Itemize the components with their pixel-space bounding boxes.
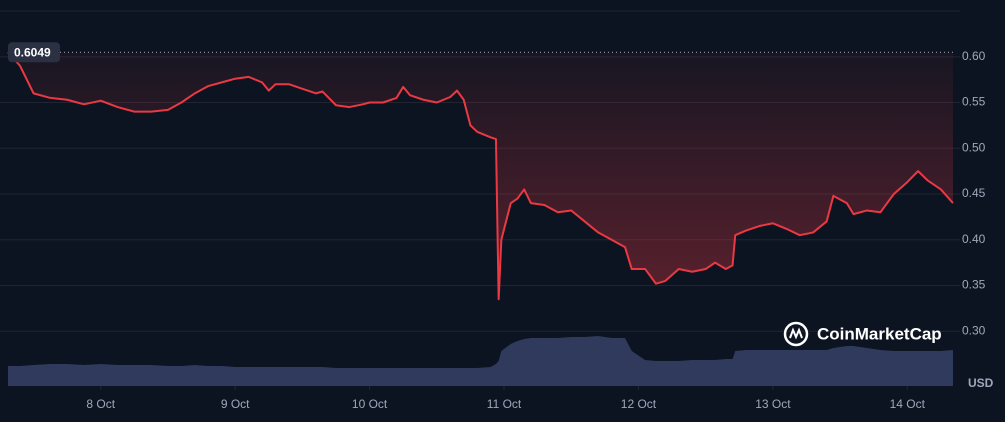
price-area [8,52,953,300]
y-tick-label: 0.60 [962,49,986,63]
reference-label-box [8,42,60,63]
price-line [7,51,954,301]
x-tick-label: 13 Oct [755,397,791,411]
x-tick-label: 11 Oct [487,397,522,411]
y-tick-label: 0.30 [962,323,986,337]
y-tick-label: 0.40 [962,232,986,246]
y-unit: USD [968,376,994,390]
y-tick-label: 0.50 [962,140,986,154]
reference-label: 0.6049 [14,45,51,59]
y-tick-label: 0.55 [962,95,986,109]
x-tick-label: 10 Oct [352,397,388,411]
volume-area [8,336,953,386]
x-tick-label: 14 Oct [890,397,926,411]
x-tick-label: 9 Oct [221,397,250,411]
x-tick-label: 8 Oct [86,397,115,411]
watermark: CoinMarketCap [783,321,942,347]
watermark-text: CoinMarketCap [817,324,942,343]
x-tick-label: 12 Oct [621,397,657,411]
y-tick-label: 0.35 [962,278,986,292]
y-tick-label: 0.45 [962,186,986,200]
